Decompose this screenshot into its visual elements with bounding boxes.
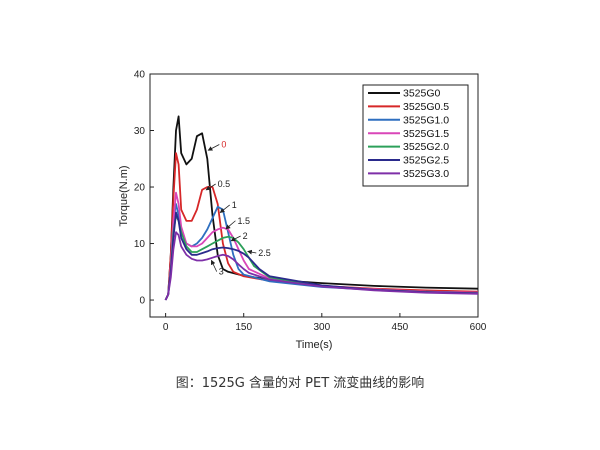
legend-label: 3525G3.0 (403, 168, 449, 180)
x-tick-label: 150 (235, 322, 252, 333)
annotation-label: 2 (243, 231, 248, 241)
legend-label: 3525G1.0 (403, 114, 449, 126)
legend-label: 3525G2.0 (403, 141, 449, 153)
legend-box (362, 84, 469, 187)
x-tick-label: 0 (163, 322, 169, 333)
annotation-arrow (219, 204, 230, 213)
annotation-arrow (230, 235, 241, 242)
y-tick-label: 0 (139, 296, 145, 307)
annotation-label: 2.5 (258, 248, 271, 258)
series-line-3525G3.0 (164, 231, 479, 301)
series-line-3525G2.5 (164, 211, 479, 301)
series-line-3525G1.5 (164, 191, 479, 301)
x-tick-label: 600 (470, 322, 487, 333)
annotation-label: 0.5 (218, 179, 231, 189)
legend-label: 3525G2.5 (403, 155, 449, 167)
annotation-arrow (205, 183, 216, 191)
legend-label: 3525G1.5 (403, 128, 449, 140)
annotation-label: 0 (221, 139, 226, 149)
torque-chart: 0 150 300 450 600 0 10 20 30 40 0 0.5 11.5 2 2.5 3 352… (118, 70, 487, 352)
annotation-arrow (225, 220, 236, 230)
annotation-arrow (207, 144, 220, 151)
plot-frame (149, 73, 479, 318)
figure-caption: 图：1525G 含量的对 PET 流变曲线的影响 (175, 376, 425, 391)
legend-label: 3525G0.5 (403, 101, 449, 113)
legend-label: 3525G0 (403, 88, 441, 100)
y-tick-label: 10 (134, 239, 146, 250)
y-tick-label: 40 (134, 70, 146, 81)
annotation-label: 1.5 (237, 216, 250, 226)
y-axis-title: Torque(N.m) (118, 165, 130, 226)
x-tick-label: 450 (392, 322, 409, 333)
x-axis-title: Time(s) (296, 339, 333, 351)
x-tick-label: 300 (313, 322, 330, 333)
annotation-arrow (210, 259, 218, 272)
annotation-label: 1 (232, 200, 237, 210)
annotation-label: 3 (219, 267, 224, 277)
y-tick-label: 30 (134, 126, 146, 137)
annotation-arrow (247, 249, 257, 255)
y-tick-label: 20 (134, 183, 146, 194)
